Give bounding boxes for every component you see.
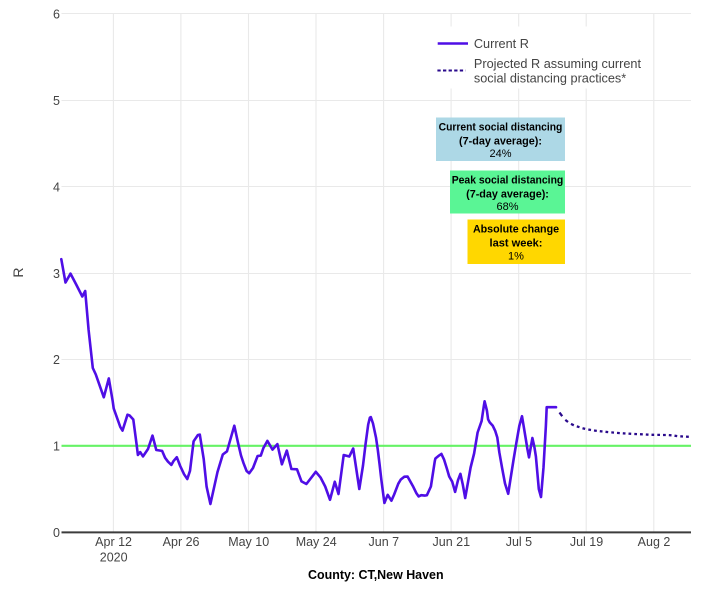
svg-text:County: CT,New Haven: County: CT,New Haven xyxy=(308,567,444,582)
svg-text:68%: 68% xyxy=(496,201,518,213)
svg-text:4: 4 xyxy=(53,180,60,194)
svg-text:Peak social distancing: Peak social distancing xyxy=(452,175,564,187)
svg-text:Jun 21: Jun 21 xyxy=(433,535,471,549)
svg-text:24%: 24% xyxy=(489,148,511,160)
svg-text:(7-day average):: (7-day average): xyxy=(459,136,542,148)
svg-text:Aug 2: Aug 2 xyxy=(638,535,671,549)
svg-text:social distancing practices*: social distancing practices* xyxy=(474,71,626,85)
svg-text:2: 2 xyxy=(53,353,60,367)
svg-text:0: 0 xyxy=(53,526,60,540)
svg-text:Absolute change: Absolute change xyxy=(473,224,559,236)
svg-text:1: 1 xyxy=(53,440,60,454)
svg-text:Current R: Current R xyxy=(474,37,529,51)
svg-text:Apr 12: Apr 12 xyxy=(95,535,132,549)
svg-text:May 24: May 24 xyxy=(296,535,337,549)
svg-text:Jul 5: Jul 5 xyxy=(506,535,532,549)
svg-text:1%: 1% xyxy=(508,251,524,263)
svg-text:Apr 26: Apr 26 xyxy=(163,535,200,549)
svg-text:Projected R assuming current: Projected R assuming current xyxy=(474,57,642,71)
svg-text:Jul 19: Jul 19 xyxy=(570,535,603,549)
svg-text:2020: 2020 xyxy=(100,550,128,564)
svg-text:5: 5 xyxy=(53,94,60,108)
svg-text:Jun 7: Jun 7 xyxy=(369,535,400,549)
svg-text:Current social distancing: Current social distancing xyxy=(439,122,563,134)
svg-text:last week:: last week: xyxy=(490,238,543,250)
svg-text:(7-day average):: (7-day average): xyxy=(466,189,549,201)
svg-text:R: R xyxy=(10,267,26,277)
svg-text:6: 6 xyxy=(53,8,60,22)
svg-text:May 10: May 10 xyxy=(228,535,269,549)
svg-text:3: 3 xyxy=(53,267,60,281)
